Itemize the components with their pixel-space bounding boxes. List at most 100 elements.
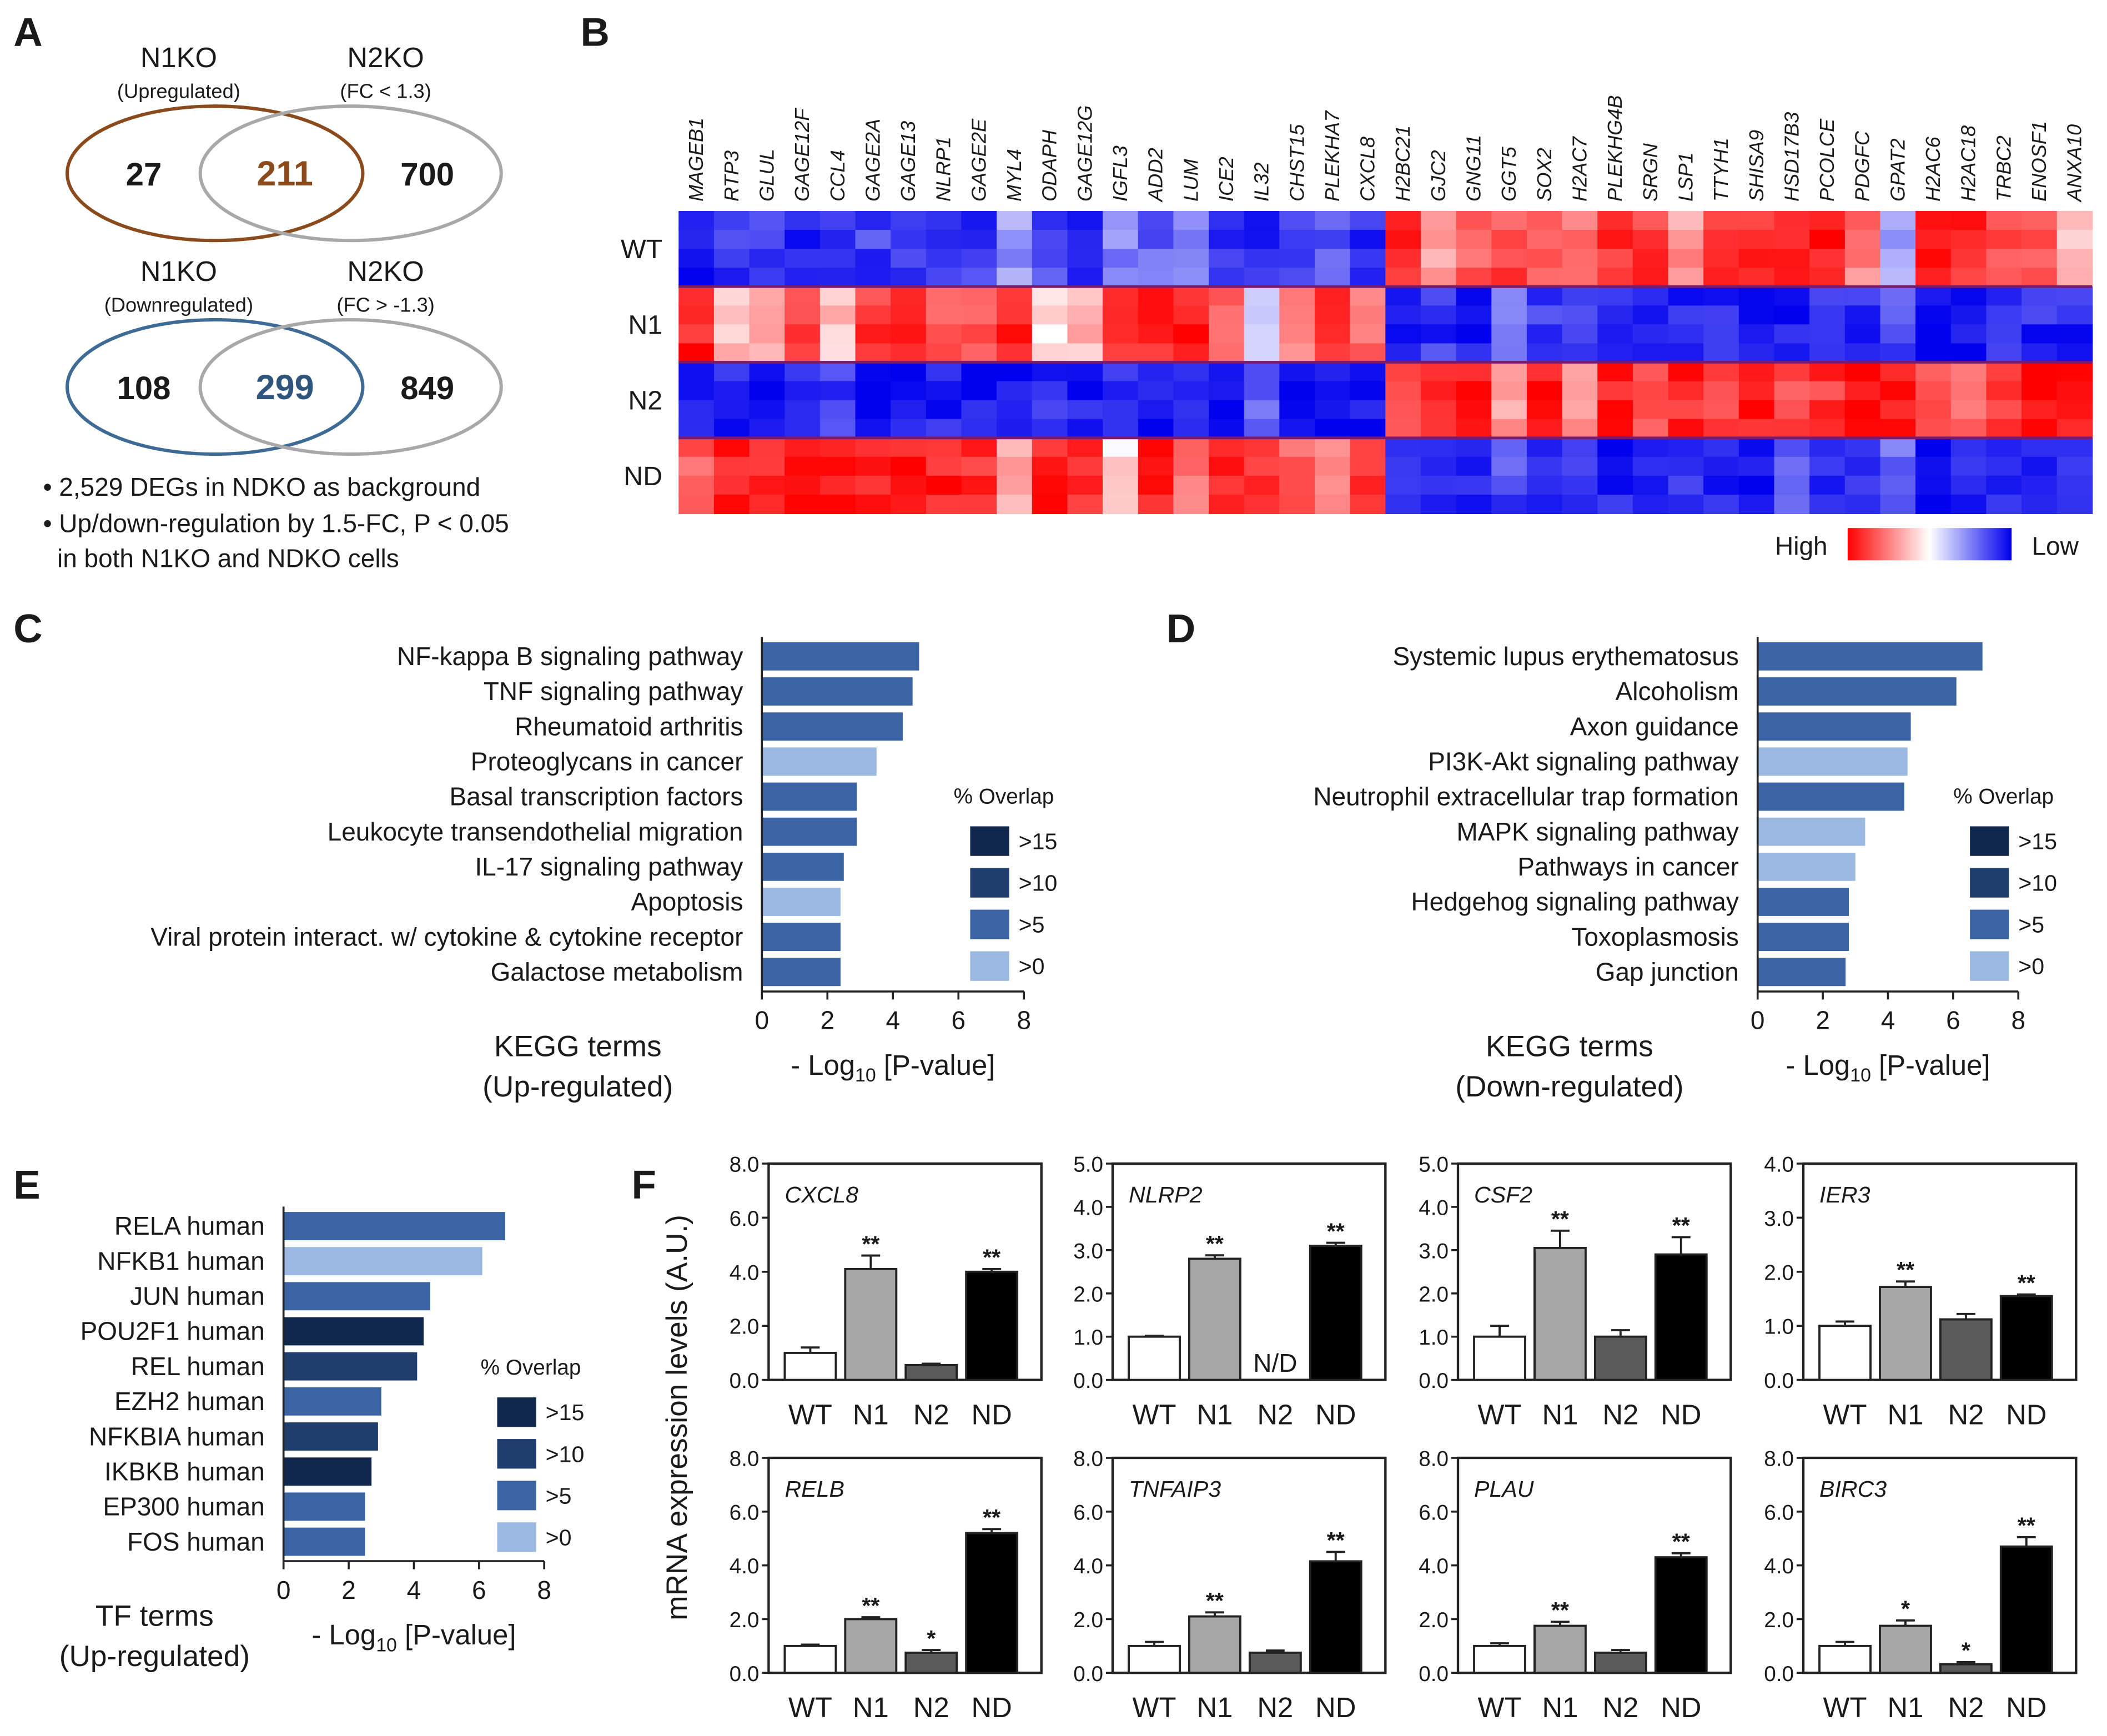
y-tick-label: 1.0 bbox=[1419, 1326, 1449, 1350]
heatmap-cell bbox=[1950, 230, 1987, 250]
heatmap-cell bbox=[1632, 381, 1669, 401]
heatmap-cell bbox=[1986, 381, 2023, 401]
heatmap-cell bbox=[819, 381, 856, 401]
heatmap-gene-label: H2BC21 bbox=[1391, 125, 1414, 202]
heatmap-cell bbox=[1738, 494, 1775, 514]
legend-swatch bbox=[1970, 909, 2009, 939]
heatmap-cell bbox=[1526, 210, 1563, 231]
heatmap-cell bbox=[749, 210, 786, 231]
heatmap-cell bbox=[819, 230, 856, 250]
bar-n1 bbox=[1533, 1246, 1587, 1381]
venn-up-left-title: N1KO bbox=[140, 42, 217, 73]
heatmap-cell bbox=[785, 230, 821, 250]
heatmap-cell bbox=[749, 494, 786, 514]
significance-mark: ** bbox=[1206, 1588, 1224, 1613]
x-tick-label: N2 bbox=[1257, 1398, 1293, 1430]
heatmap-cell bbox=[2056, 362, 2093, 382]
heatmap-cell bbox=[926, 456, 962, 476]
heatmap-cell bbox=[819, 456, 856, 476]
y-tick-label: 0.0 bbox=[1764, 1662, 1794, 1686]
heatmap-cell bbox=[785, 437, 821, 457]
heatmap-cell bbox=[1597, 286, 1633, 306]
heatmap-cell bbox=[891, 324, 927, 344]
bar-category-label: EZH2 human bbox=[114, 1387, 265, 1416]
x-tick-label: N1 bbox=[1542, 1398, 1578, 1430]
heatmap-cell bbox=[713, 210, 750, 231]
venn-up-right-subtitle: (FC < 1.3) bbox=[340, 80, 431, 103]
heatmap-cell bbox=[1173, 362, 1210, 382]
heatmap-cell bbox=[891, 456, 927, 476]
heatmap-cell bbox=[1738, 419, 1775, 439]
bar-category-label: Hedgehog signaling pathway bbox=[1411, 887, 1738, 916]
heatmap-cell bbox=[1209, 324, 1245, 344]
bar-alcoholism bbox=[1757, 677, 1957, 706]
heatmap-cell bbox=[1774, 475, 1811, 495]
heatmap-cell bbox=[1986, 249, 2023, 269]
heatmap-cell bbox=[1703, 362, 1739, 382]
heatmap-cell bbox=[1880, 362, 1917, 382]
y-tick-label: 8.0 bbox=[1073, 1447, 1103, 1471]
heatmap-cell bbox=[1703, 456, 1739, 476]
bar-viral-protein-interact-w-cytokine-cytokine-receptor bbox=[762, 923, 841, 952]
heatmap-cell bbox=[2056, 456, 2093, 476]
heatmap-cell bbox=[1244, 286, 1280, 306]
x-tick-label: N2 bbox=[913, 1398, 949, 1430]
heatmap-cell bbox=[1173, 305, 1210, 325]
heatmap-cell bbox=[891, 494, 927, 514]
heatmap-cell bbox=[1632, 249, 1669, 269]
y-tick-label: 8.0 bbox=[730, 1447, 760, 1471]
heatmap-cell bbox=[1668, 381, 1704, 401]
panel-label-b: B bbox=[581, 9, 610, 54]
y-tick-label: 0.0 bbox=[1419, 1369, 1449, 1393]
heatmap-cell bbox=[1032, 381, 1068, 401]
heatmap-cell bbox=[1491, 305, 1527, 325]
heatmap-cell bbox=[1385, 400, 1421, 420]
heatmap-cell bbox=[1491, 419, 1527, 439]
heatmap-cell bbox=[1668, 286, 1704, 306]
heatmap-cell bbox=[1738, 456, 1775, 476]
heatmap-cell bbox=[1915, 400, 1952, 420]
heatmap-cell bbox=[1209, 400, 1245, 420]
heatmap-cell bbox=[1456, 268, 1492, 288]
bar-galactose-metabolism bbox=[762, 958, 841, 987]
heatmap-cell bbox=[1809, 286, 1845, 306]
heatmap-cell bbox=[1385, 494, 1421, 514]
significance-mark: ** bbox=[1327, 1218, 1345, 1244]
heatmap-cell bbox=[1562, 230, 1598, 250]
y-tick-label: 3.0 bbox=[1419, 1239, 1449, 1263]
y-tick-label: 6.0 bbox=[1419, 1501, 1449, 1524]
significance-mark: ** bbox=[862, 1231, 879, 1256]
heatmap-cell bbox=[1279, 343, 1315, 363]
heatmap-cell bbox=[1103, 343, 1139, 363]
bar-n1 bbox=[1533, 1624, 1587, 1674]
heatmap-gene-label: SRGN bbox=[1639, 143, 1662, 202]
heatmap-cell bbox=[961, 362, 998, 382]
heatmap-cell bbox=[678, 305, 715, 325]
heatmap-cell bbox=[1456, 230, 1492, 250]
heatmap-cell bbox=[926, 268, 962, 288]
heatmap-gene-label: IGFL3 bbox=[1109, 145, 1132, 202]
heatmap-cell bbox=[1526, 343, 1563, 363]
kegg-down-bar-chart: Systemic lupus erythematosus Alcoholism Ax… bbox=[1313, 637, 2057, 1103]
y-tick-label: 4.0 bbox=[1419, 1196, 1449, 1220]
heatmap-cell bbox=[713, 305, 750, 325]
x-tick-label: 4 bbox=[886, 1006, 900, 1035]
heatmap-cell bbox=[1209, 362, 1245, 382]
heatmap-cell bbox=[749, 343, 786, 363]
x-tick-label: N1 bbox=[853, 1398, 889, 1430]
bar-category-label: Toxoplasmosis bbox=[1571, 922, 1738, 951]
significance-mark: ** bbox=[983, 1245, 1000, 1270]
x-tick-label: 8 bbox=[537, 1576, 551, 1604]
heatmap-cell bbox=[1668, 343, 1704, 363]
heatmap-cell bbox=[997, 210, 1033, 231]
heatmap-cell bbox=[1279, 400, 1315, 420]
panel-label-a: A bbox=[13, 9, 42, 54]
legend-label: >10 bbox=[2018, 870, 2057, 896]
heatmap-cell bbox=[1350, 494, 1386, 514]
heatmap-cell bbox=[1420, 343, 1457, 363]
x-tick-label: N2 bbox=[1257, 1692, 1293, 1723]
heatmap-cell bbox=[713, 381, 750, 401]
heatmap-cell bbox=[1915, 343, 1952, 363]
heatmap-cell bbox=[855, 305, 892, 325]
gene-label: CXCL8 bbox=[785, 1182, 858, 1207]
